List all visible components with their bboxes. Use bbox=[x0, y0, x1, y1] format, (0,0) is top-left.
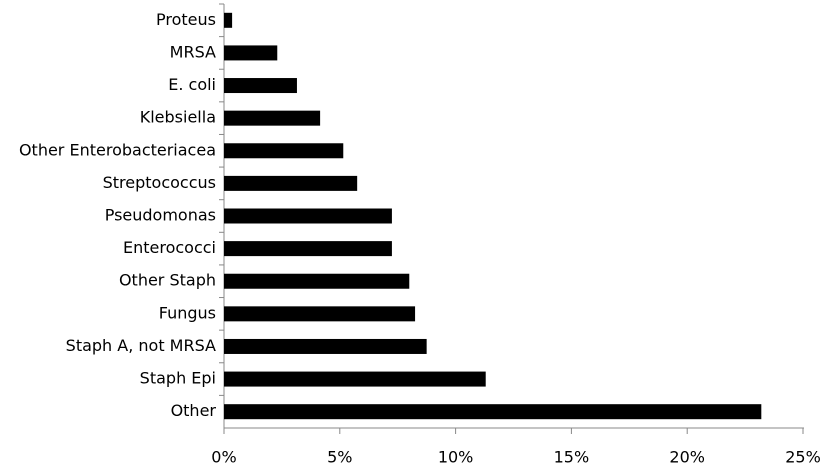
y-tick-label: Pseudomonas bbox=[105, 206, 216, 225]
x-tick-label: 0% bbox=[211, 448, 236, 465]
bar bbox=[224, 175, 358, 191]
y-tick-label: Enterococci bbox=[123, 238, 216, 257]
bar bbox=[224, 208, 392, 224]
y-tick-label: Fungus bbox=[159, 303, 216, 322]
y-tick-label: Proteus bbox=[156, 10, 216, 29]
bar bbox=[224, 45, 278, 61]
y-tick-label: Other bbox=[171, 401, 217, 420]
x-tick-label: 10% bbox=[438, 448, 474, 465]
bar bbox=[224, 371, 486, 387]
bar bbox=[224, 110, 321, 126]
bar bbox=[224, 273, 410, 289]
x-tick-label: 20% bbox=[669, 448, 705, 465]
bar bbox=[224, 78, 297, 94]
y-tick-label: E. coli bbox=[168, 75, 216, 94]
y-tick-label: Streptococcus bbox=[103, 173, 216, 192]
bar bbox=[224, 12, 233, 28]
x-tick-label: 25% bbox=[785, 448, 821, 465]
y-tick-label: Other Enterobacteriacea bbox=[19, 140, 216, 159]
y-tick-label: MRSA bbox=[170, 42, 216, 61]
bar bbox=[224, 338, 427, 354]
bar bbox=[224, 143, 344, 159]
x-tick-label: 5% bbox=[327, 448, 352, 465]
bar bbox=[224, 404, 762, 420]
y-tick-label: Staph A, not MRSA bbox=[66, 336, 216, 355]
y-tick-label: Other Staph bbox=[119, 271, 216, 290]
bar bbox=[224, 241, 392, 257]
y-tick-label: Klebsiella bbox=[140, 108, 216, 127]
y-tick-label: Staph Epi bbox=[140, 369, 216, 388]
x-tick-label: 15% bbox=[554, 448, 590, 465]
bar bbox=[224, 306, 416, 322]
